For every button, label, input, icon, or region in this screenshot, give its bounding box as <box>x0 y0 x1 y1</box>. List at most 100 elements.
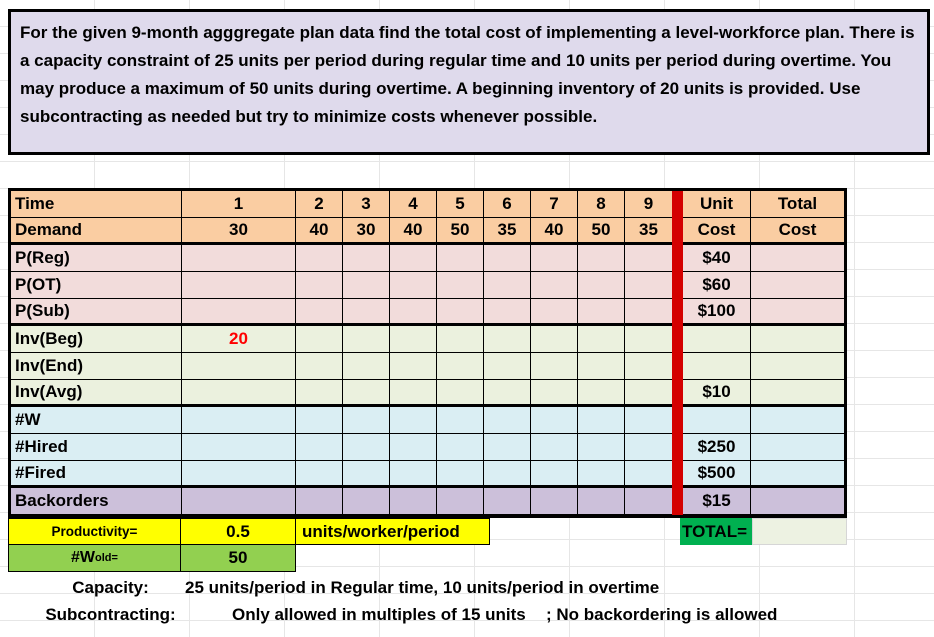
period-cell[interactable] <box>437 407 484 434</box>
period-cell[interactable] <box>531 461 578 488</box>
period-cell[interactable] <box>343 245 390 272</box>
period-cell[interactable] <box>390 326 437 353</box>
demand-value-cell[interactable]: 35 <box>625 218 672 245</box>
period-header-cell[interactable]: 4 <box>390 191 437 218</box>
time-header-cell[interactable]: Time <box>11 191 182 218</box>
period-cell[interactable] <box>484 434 531 461</box>
period-cell[interactable] <box>296 353 343 380</box>
demand-value-cell[interactable]: 40 <box>296 218 343 245</box>
period-cell[interactable] <box>437 380 484 407</box>
total-cost-value[interactable] <box>752 518 847 545</box>
period-cell[interactable] <box>531 353 578 380</box>
period-cell[interactable] <box>484 272 531 299</box>
period-cell[interactable] <box>625 434 672 461</box>
period-cell[interactable]: 20 <box>182 326 296 353</box>
total-cost-cell[interactable] <box>751 488 844 515</box>
demand-value-cell[interactable]: 40 <box>531 218 578 245</box>
period-cell[interactable] <box>343 434 390 461</box>
period-cell[interactable] <box>343 380 390 407</box>
period-cell[interactable] <box>182 245 296 272</box>
period-cell[interactable] <box>296 380 343 407</box>
period-cell[interactable] <box>390 461 437 488</box>
demand-value-cell[interactable]: 35 <box>484 218 531 245</box>
period-cell[interactable] <box>625 461 672 488</box>
total-cost-cell[interactable] <box>751 299 844 326</box>
row-label-cell[interactable]: #Hired <box>11 434 182 461</box>
period-cell[interactable] <box>484 353 531 380</box>
period-cell[interactable] <box>437 353 484 380</box>
w-old-value[interactable]: 50 <box>180 544 296 572</box>
period-cell[interactable] <box>343 272 390 299</box>
period-cell[interactable] <box>182 407 296 434</box>
period-cell[interactable] <box>484 407 531 434</box>
period-header-cell[interactable]: 6 <box>484 191 531 218</box>
period-cell[interactable] <box>625 245 672 272</box>
period-cell[interactable] <box>296 434 343 461</box>
period-cell[interactable] <box>531 407 578 434</box>
row-label-cell[interactable]: #W <box>11 407 182 434</box>
period-cell[interactable] <box>578 245 625 272</box>
total-cost-header[interactable]: Total <box>751 191 844 218</box>
total-cost-header[interactable]: Cost <box>751 218 844 245</box>
total-cost-cell[interactable] <box>751 353 844 380</box>
period-cell[interactable] <box>578 326 625 353</box>
period-cell[interactable] <box>343 407 390 434</box>
period-header-cell[interactable]: 3 <box>343 191 390 218</box>
period-cell[interactable] <box>296 272 343 299</box>
period-header-cell[interactable]: 5 <box>437 191 484 218</box>
period-cell[interactable] <box>182 299 296 326</box>
unit-cost-cell[interactable] <box>683 407 751 434</box>
total-cost-cell[interactable] <box>751 326 844 353</box>
w-old-label[interactable]: #W old= <box>8 544 181 572</box>
period-cell[interactable] <box>182 272 296 299</box>
row-label-cell[interactable]: P(OT) <box>11 272 182 299</box>
period-header-cell[interactable]: 8 <box>578 191 625 218</box>
unit-cost-cell[interactable]: $15 <box>683 488 751 515</box>
period-cell[interactable] <box>343 299 390 326</box>
period-cell[interactable] <box>437 434 484 461</box>
period-cell[interactable] <box>182 380 296 407</box>
unit-cost-header[interactable]: Cost <box>683 218 751 245</box>
period-cell[interactable] <box>390 272 437 299</box>
period-cell[interactable] <box>390 299 437 326</box>
period-cell[interactable] <box>531 326 578 353</box>
period-cell[interactable] <box>182 488 296 515</box>
period-cell[interactable] <box>296 488 343 515</box>
demand-value-cell[interactable]: 30 <box>182 218 296 245</box>
total-cost-cell[interactable] <box>751 380 844 407</box>
total-cost-cell[interactable] <box>751 434 844 461</box>
period-cell[interactable] <box>182 461 296 488</box>
period-cell[interactable] <box>625 326 672 353</box>
period-cell[interactable] <box>578 380 625 407</box>
period-cell[interactable] <box>625 380 672 407</box>
unit-cost-cell[interactable]: $500 <box>683 461 751 488</box>
period-cell[interactable] <box>296 326 343 353</box>
period-cell[interactable] <box>578 299 625 326</box>
period-cell[interactable] <box>625 488 672 515</box>
period-cell[interactable] <box>625 299 672 326</box>
period-cell[interactable] <box>578 353 625 380</box>
period-cell[interactable] <box>578 488 625 515</box>
period-header-cell[interactable]: 9 <box>625 191 672 218</box>
period-header-cell[interactable]: 7 <box>531 191 578 218</box>
period-cell[interactable] <box>578 461 625 488</box>
period-cell[interactable] <box>296 407 343 434</box>
row-label-cell[interactable]: Inv(Beg) <box>11 326 182 353</box>
unit-cost-cell[interactable] <box>683 326 751 353</box>
period-cell[interactable] <box>437 299 484 326</box>
period-cell[interactable] <box>531 380 578 407</box>
unit-cost-cell[interactable]: $100 <box>683 299 751 326</box>
period-cell[interactable] <box>484 245 531 272</box>
period-cell[interactable] <box>578 434 625 461</box>
period-cell[interactable] <box>531 434 578 461</box>
period-cell[interactable] <box>531 299 578 326</box>
period-cell[interactable] <box>390 380 437 407</box>
period-cell[interactable] <box>578 407 625 434</box>
demand-label-cell[interactable]: Demand <box>11 218 182 245</box>
row-label-cell[interactable]: P(Sub) <box>11 299 182 326</box>
period-cell[interactable] <box>484 326 531 353</box>
period-cell[interactable] <box>625 407 672 434</box>
row-label-cell[interactable]: Backorders <box>11 488 182 515</box>
demand-value-cell[interactable]: 40 <box>390 218 437 245</box>
period-cell[interactable] <box>484 380 531 407</box>
